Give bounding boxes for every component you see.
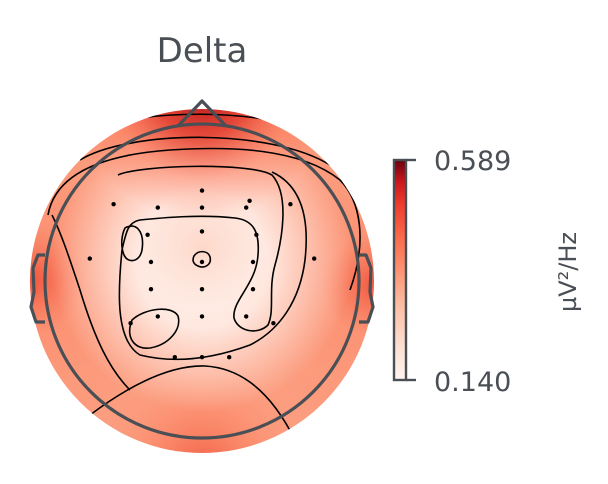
contour-line — [120, 225, 144, 262]
sensor-dot — [155, 205, 160, 210]
colorbar-tick-label-max: 0.589 — [434, 146, 511, 177]
sensor-dot — [199, 314, 205, 319]
sensor-dot — [288, 202, 293, 207]
head-circle — [43, 122, 361, 440]
right-ear-outline — [359, 253, 375, 324]
sensor-dot — [111, 202, 116, 207]
sensor-dot — [250, 287, 256, 292]
colorbar-tick-label-min: 0.140 — [434, 367, 511, 398]
nose-outline — [176, 99, 228, 128]
colorbar-gradient — [394, 160, 406, 380]
left-ear-outline — [29, 253, 45, 324]
chart-title: Delta — [157, 31, 248, 71]
contour-line — [51, 214, 131, 391]
contour-line — [117, 165, 308, 361]
contour-line — [192, 250, 212, 268]
sensor-dot — [271, 321, 276, 326]
sensor-dot — [199, 287, 205, 292]
sensor-dot — [244, 314, 249, 319]
sensor-dot — [87, 256, 93, 261]
topomap-heatmap — [30, 109, 374, 453]
sensor-dot — [254, 232, 259, 237]
sensor-dot — [148, 287, 154, 292]
sensor-dot — [199, 205, 205, 210]
sensor-dot — [148, 259, 154, 265]
sensor-dot — [199, 355, 205, 360]
colorbar-unit-label: µV²/Hz — [554, 232, 582, 312]
sensor-markers — [87, 188, 317, 360]
colorbar: 0.589 0.140 µV²/Hz — [392, 146, 582, 398]
sensor-dot — [250, 259, 256, 265]
sensor-dot — [227, 355, 232, 360]
head-outline — [29, 99, 375, 440]
sensor-dot — [244, 205, 249, 210]
contour-line — [128, 308, 180, 349]
contour-line — [79, 136, 331, 166]
contour-line — [47, 147, 361, 291]
contour-line — [89, 365, 296, 441]
sensor-dot — [145, 232, 150, 237]
sensor-dot — [199, 259, 205, 265]
sensor-dot — [128, 321, 133, 326]
sensor-dot — [199, 229, 205, 234]
sensor-dot — [199, 188, 205, 193]
sensor-dot — [172, 355, 177, 360]
sensor-dot — [312, 256, 317, 261]
sensor-dot — [247, 198, 252, 203]
sensor-dot — [155, 314, 160, 319]
colorbar-frame — [392, 158, 408, 382]
